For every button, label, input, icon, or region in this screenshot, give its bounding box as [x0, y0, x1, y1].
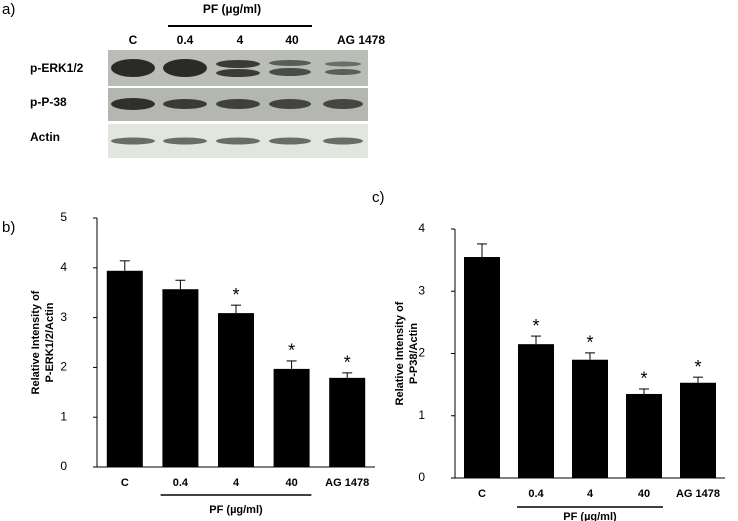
y-tick-label: 4	[60, 260, 67, 274]
y-tick-label: 1	[60, 409, 67, 423]
bar	[518, 344, 554, 478]
y-tick-label: 3	[418, 283, 425, 297]
x-tick-label: AG 1478	[676, 488, 720, 500]
row-label: Actin	[30, 130, 60, 144]
y-tick-label: 4	[418, 221, 425, 235]
significance-label: *	[586, 333, 593, 353]
y-tick-label: 3	[60, 310, 67, 324]
x-tick-label: C	[121, 477, 129, 489]
y-tick-label: 5	[60, 210, 67, 224]
significance-label: *	[640, 369, 647, 389]
group-label: PF (µg/ml)	[563, 511, 617, 521]
bar	[626, 393, 662, 478]
x-tick-label: AG 1478	[325, 477, 369, 489]
y-tick-label: 2	[60, 360, 67, 374]
y-axis-label: Relative Intensity of	[30, 290, 42, 394]
significance-label: *	[232, 285, 239, 305]
x-tick-label: 40	[638, 488, 650, 500]
significance-label: *	[532, 316, 539, 336]
group-label: PF (µg/ml)	[209, 504, 263, 516]
bar	[572, 359, 608, 478]
blot-image	[108, 50, 368, 158]
y-tick-label: 0	[60, 459, 67, 473]
x-tick-label: 0.4	[528, 488, 544, 500]
y-tick-label: 0	[418, 470, 425, 484]
bar	[162, 289, 199, 467]
significance-label: *	[288, 341, 295, 361]
x-tick-label: 0.4	[173, 477, 189, 489]
bar	[464, 257, 500, 478]
bar	[106, 270, 143, 467]
bar	[218, 313, 254, 467]
y-axis-label: P-ERK1/2/Actin	[44, 302, 56, 382]
x-tick-label: 4	[233, 477, 240, 489]
panel-label: b)	[2, 219, 15, 236]
group-label: PF (µg/ml)	[203, 2, 261, 16]
lane-label: C	[129, 33, 138, 47]
significance-label: *	[344, 353, 351, 373]
bar	[273, 368, 310, 467]
panel-label: a)	[2, 1, 15, 18]
x-tick-label: 4	[587, 488, 594, 500]
bar	[329, 377, 366, 467]
bar	[680, 382, 716, 478]
lane-label: 40	[285, 33, 299, 47]
y-axis-label: P-P38/Actin	[408, 323, 420, 384]
x-tick-label: C	[478, 488, 486, 500]
y-tick-label: 2	[418, 346, 425, 360]
y-axis-label: Relative Intensity of	[394, 301, 406, 405]
y-tick-label: 1	[418, 408, 425, 422]
panel-label: c)	[372, 189, 385, 206]
x-tick-label: 40	[285, 477, 297, 489]
row-label: p-P-38	[30, 95, 67, 109]
lane-label: 4	[237, 33, 244, 47]
lane-label: AG 1478	[337, 33, 385, 47]
lane-label: 0.4	[177, 33, 194, 47]
significance-label: *	[694, 357, 701, 377]
row-label: p-ERK1/2	[30, 61, 84, 75]
